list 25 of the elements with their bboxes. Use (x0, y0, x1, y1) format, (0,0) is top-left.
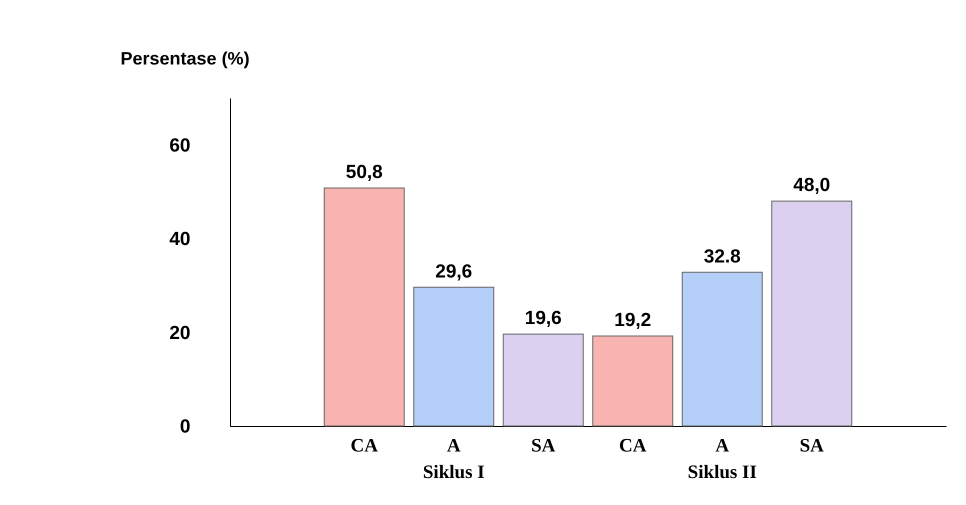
bar (592, 336, 674, 426)
x-tick-label: SA (531, 436, 556, 456)
bar (413, 286, 494, 426)
y-axis-title: Persentase (%) (120, 48, 250, 68)
x-tick-label: A (446, 436, 461, 456)
text: Siklus II (688, 462, 757, 483)
data-label: 50,8 (346, 162, 383, 183)
x-tick-label: CA (350, 436, 378, 456)
y-tick-label: 60 (169, 135, 190, 156)
data-label: 19,6 (524, 308, 562, 330)
y-tick-label: 20 (169, 322, 190, 344)
y-tick-label: 40 (169, 229, 190, 250)
data-label: 48,0 (793, 175, 830, 196)
text: Siklus I (422, 462, 485, 483)
bar (771, 200, 852, 426)
data-label: 32.8 (704, 246, 741, 268)
x-tick-label: CA (619, 436, 647, 456)
bar (502, 334, 584, 426)
x-tick-label: A (715, 436, 730, 456)
bar (324, 187, 405, 426)
bar (682, 272, 763, 426)
y-tick-label: 0 (180, 416, 190, 438)
data-label: 19,2 (614, 310, 652, 332)
x-tick-label: SA (800, 436, 824, 456)
data-label: 29,6 (435, 261, 472, 282)
